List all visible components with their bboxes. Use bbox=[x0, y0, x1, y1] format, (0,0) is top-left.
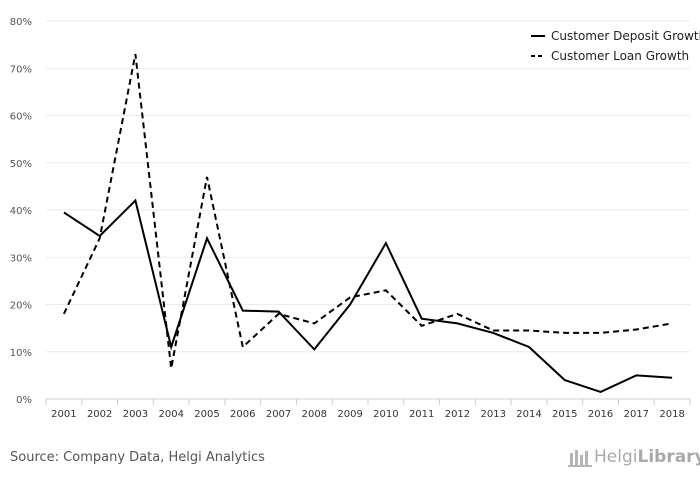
x-tick-label: 2014 bbox=[516, 409, 541, 420]
y-tick-label: 60% bbox=[10, 112, 32, 123]
x-tick-label: 2006 bbox=[230, 409, 255, 420]
x-tick-label: 2007 bbox=[266, 409, 291, 420]
logo-text-bold: Library bbox=[637, 447, 700, 467]
series-line-loan-growth bbox=[62, 53, 673, 369]
y-tick-label: 70% bbox=[10, 64, 32, 75]
x-tick-label: 2008 bbox=[302, 409, 327, 420]
y-tick-label: 20% bbox=[10, 301, 32, 312]
x-tick-label: 2013 bbox=[480, 409, 505, 420]
legend: Customer Deposit Growth Customer Loan Gro… bbox=[531, 29, 700, 63]
y-tick-label: 40% bbox=[10, 206, 32, 217]
series-line-deposit-growth bbox=[63, 198, 673, 393]
x-tick-label: 2018 bbox=[659, 409, 684, 420]
line-chart: 0%10%20%30%40%50%60%70%80% 2001 2002 2003 2… bbox=[10, 17, 700, 420]
y-axis: 0% 10% 20% 30% 40% 50% 60% 70% 80% bbox=[10, 17, 32, 406]
x-tick-label: 2017 bbox=[624, 409, 649, 420]
x-tick-label: 2009 bbox=[337, 409, 362, 420]
legend-label: Customer Deposit Growth bbox=[551, 29, 700, 43]
x-tick-label: 2015 bbox=[552, 409, 577, 420]
y-tick-label: 50% bbox=[10, 159, 32, 170]
y-tick-label: 80% bbox=[10, 17, 32, 28]
y-tick-label: 30% bbox=[10, 253, 32, 264]
source-note: Source: Company Data, Helgi Analytics bbox=[10, 450, 265, 465]
x-tick-label: 2002 bbox=[87, 409, 112, 420]
x-tick-label: 2011 bbox=[409, 409, 434, 420]
x-tick-label: 2012 bbox=[445, 409, 470, 420]
series-lines bbox=[62, 53, 673, 393]
library-icon bbox=[568, 450, 592, 467]
x-tick-label: 2010 bbox=[373, 409, 398, 420]
x-axis: 2001 2002 2003 2004 2005 2006 2007 2008 2009 2010… bbox=[45, 399, 691, 420]
x-tick-label: 2003 bbox=[123, 409, 148, 420]
helgi-library-logo: Helgi Library bbox=[568, 447, 700, 467]
y-tick-label: 0% bbox=[16, 395, 32, 406]
y-tick-label: 10% bbox=[10, 348, 32, 359]
grid-lines bbox=[46, 20, 690, 400]
x-tick-label: 2001 bbox=[51, 409, 76, 420]
x-tick-label: 2016 bbox=[588, 409, 613, 420]
logo-text-regular: Helgi bbox=[594, 447, 638, 467]
x-tick-label: 2004 bbox=[158, 409, 183, 420]
legend-label: Customer Loan Growth bbox=[551, 49, 689, 63]
x-tick-label: 2005 bbox=[194, 409, 219, 420]
